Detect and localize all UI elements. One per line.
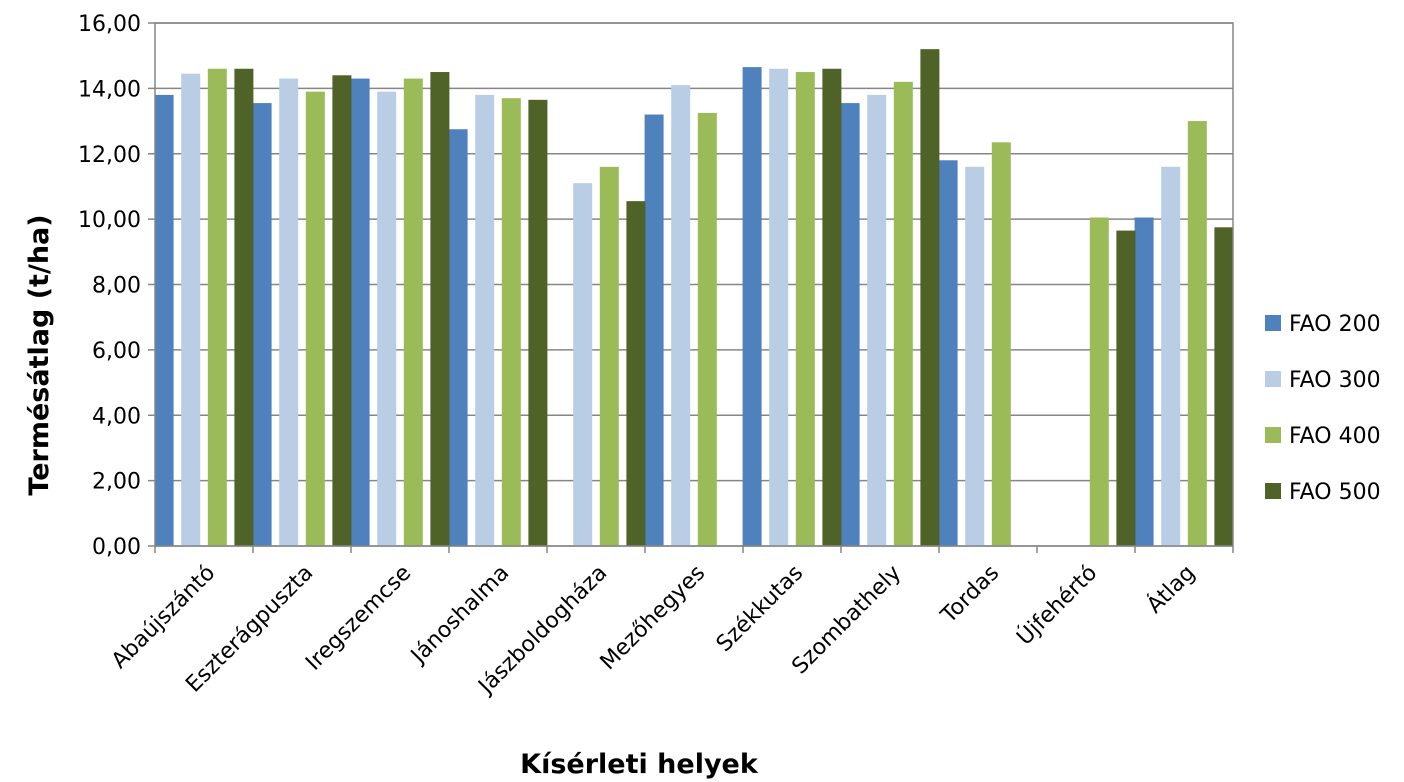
bar: [1134, 217, 1154, 546]
bar: [377, 91, 397, 547]
y-tick-label: 0,00: [92, 535, 141, 560]
x-tick-label: Tordas: [936, 561, 1004, 629]
legend: FAO 200 FAO 300 FAO 400 FAO 500: [1265, 312, 1381, 505]
bar: [920, 49, 940, 547]
bar: [181, 73, 201, 547]
bar: [154, 94, 174, 546]
legend-label: FAO 300: [1289, 368, 1381, 393]
bar: [252, 103, 272, 546]
bar: [1116, 230, 1136, 547]
y-tick-label: 4,00: [92, 404, 141, 429]
bar: [965, 166, 985, 546]
bar: [279, 78, 299, 546]
bar: [350, 78, 370, 546]
x-tick-label: Jánoshalma: [405, 561, 514, 670]
bar: [991, 142, 1011, 546]
legend-swatch: [1265, 483, 1281, 499]
bar: [528, 99, 548, 547]
x-tick-label: Mezőhegyes: [596, 561, 711, 676]
bar: [893, 81, 913, 547]
y-tick-label: 14,00: [78, 77, 141, 102]
bar: [1214, 227, 1234, 546]
bar: [207, 68, 227, 546]
legend-label: FAO 500: [1289, 480, 1381, 505]
y-tick-label: 6,00: [92, 339, 141, 364]
bar: [599, 166, 619, 546]
bar: [1089, 217, 1109, 546]
axes: [154, 22, 1234, 547]
y-axis-ticks: 0,00 2,00 4,00 6,00 8,00 10,00 12,00 14,00 16,00: [78, 12, 155, 560]
bar: [867, 94, 887, 546]
bar: [644, 114, 664, 547]
bar: [448, 129, 468, 546]
y-axis-title: Termésátlag (t/ha): [24, 214, 55, 495]
x-tick-label: Újfehértó: [1012, 560, 1103, 651]
bar: [501, 98, 521, 547]
y-tick-label: 8,00: [92, 274, 141, 299]
legend-swatch: [1265, 371, 1281, 387]
x-axis-ticks: AbaújszántóEszterágpusztaIregszemcseJáno…: [107, 546, 1234, 700]
bars: [154, 49, 1234, 547]
legend-label: FAO 200: [1289, 312, 1381, 337]
bar: [769, 68, 789, 546]
legend-swatch: [1265, 427, 1281, 443]
y-tick-label: 12,00: [78, 143, 141, 168]
x-tick-label: Iregszemcse: [301, 561, 416, 676]
bar: [671, 85, 691, 546]
legend-swatch: [1265, 315, 1281, 331]
bar: [573, 183, 593, 546]
plot-border: [154, 22, 1234, 547]
x-axis-title: Kísérleti helyek: [520, 749, 759, 780]
bar: [742, 67, 762, 547]
bar: [822, 68, 842, 546]
x-tick-label: Átlag: [1142, 560, 1201, 619]
bar: [938, 160, 958, 546]
bar: [1161, 166, 1181, 546]
bar: [403, 78, 423, 546]
y-tick-label: 2,00: [92, 470, 141, 495]
bar: [305, 91, 325, 547]
bar: [697, 112, 717, 546]
bar: [1187, 121, 1207, 546]
bar: [626, 201, 646, 546]
bar: [840, 103, 860, 546]
bar: [795, 72, 815, 546]
y-tick-label: 10,00: [78, 208, 141, 233]
bar: [475, 94, 495, 546]
x-tick-label: Székkutas: [712, 561, 808, 657]
bar: [430, 72, 450, 546]
y-tick-label: 16,00: [78, 12, 141, 37]
bar: [234, 68, 254, 546]
bar: [332, 75, 352, 547]
legend-label: FAO 400: [1289, 424, 1381, 449]
